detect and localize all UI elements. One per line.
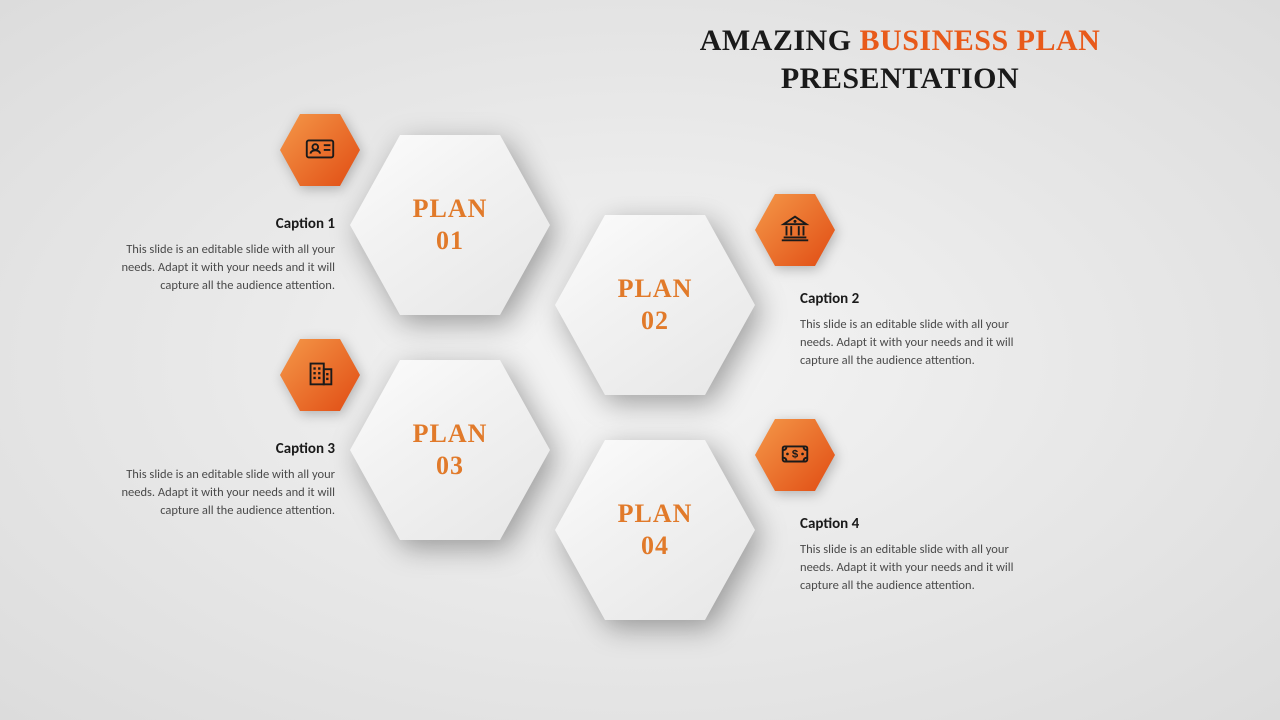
plan-hex-4: PLAN04 — [555, 430, 755, 630]
plan-label-line2: 03 — [413, 450, 488, 483]
plan-label-line1: PLAN — [413, 418, 488, 451]
caption-body: This slide is an editable slide with all… — [800, 541, 1030, 595]
caption-body: This slide is an editable slide with all… — [105, 466, 335, 520]
plan-label: PLAN04 — [618, 498, 693, 563]
plan-label-line1: PLAN — [618, 498, 693, 531]
id-card-icon — [303, 131, 337, 170]
caption-title: Caption 4 — [800, 515, 1030, 533]
caption-block-2: Caption 2 This slide is an editable slide… — [800, 290, 1030, 370]
caption-title: Caption 1 — [105, 215, 335, 233]
title-word-3: PRESENTATION — [781, 62, 1019, 95]
title-word-2: BUSINESS PLAN — [860, 24, 1101, 57]
caption-block-1: Caption 1 This slide is an editable slide… — [105, 215, 335, 295]
caption-body: This slide is an editable slide with all… — [800, 316, 1030, 370]
icon-hex-3 — [280, 335, 360, 415]
icon-hex-2 — [755, 190, 835, 270]
slide-title: AMAZING BUSINESS PLAN PRESENTATION — [580, 22, 1220, 97]
plan-label-line2: 02 — [618, 305, 693, 338]
plan-hex-3: PLAN03 — [350, 350, 550, 550]
plan-hex-1: PLAN01 — [350, 125, 550, 325]
title-word-1: AMAZING — [700, 24, 852, 57]
plan-label: PLAN03 — [413, 418, 488, 483]
icon-hex-1 — [280, 110, 360, 190]
caption-body: This slide is an editable slide with all… — [105, 241, 335, 295]
svg-text:$: $ — [792, 448, 799, 460]
building-icon — [303, 356, 337, 395]
plan-hex-2: PLAN02 — [555, 205, 755, 405]
plan-label-line1: PLAN — [618, 273, 693, 306]
caption-title: Caption 3 — [105, 440, 335, 458]
plan-label: PLAN01 — [413, 193, 488, 258]
plan-label-line2: 04 — [618, 530, 693, 563]
plan-label: PLAN02 — [618, 273, 693, 338]
plan-label-line2: 01 — [413, 225, 488, 258]
money-icon: $ — [778, 436, 812, 475]
caption-block-3: Caption 3 This slide is an editable slide… — [105, 440, 335, 520]
caption-block-4: Caption 4 This slide is an editable slide… — [800, 515, 1030, 595]
caption-title: Caption 2 — [800, 290, 1030, 308]
plan-label-line1: PLAN — [413, 193, 488, 226]
bank-icon — [778, 211, 812, 250]
icon-hex-4: $ — [755, 415, 835, 495]
